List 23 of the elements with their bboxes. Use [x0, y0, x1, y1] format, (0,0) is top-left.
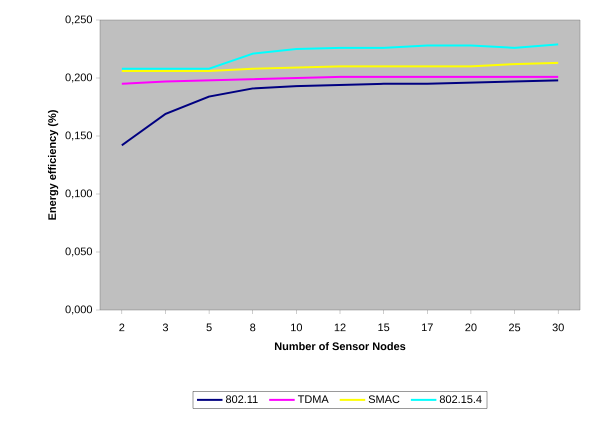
x-tick-label: 25 — [509, 324, 520, 332]
x-tick-label: 2 — [119, 324, 124, 332]
y-tick-label: 0,000 — [65, 305, 92, 315]
legend-label: TDMA — [298, 395, 329, 403]
x-tick-label: 8 — [250, 324, 256, 332]
y-tick-label: 0,150 — [65, 131, 92, 141]
x-tick-label: 30 — [552, 324, 564, 332]
x-tick-label: 15 — [378, 324, 390, 332]
x-axis-title: Number of Sensor Nodes — [274, 342, 406, 350]
y-axis-title: Energy efficiency (%) — [48, 110, 58, 220]
x-tick-label: 10 — [291, 324, 302, 332]
legend-label: SMAC — [368, 395, 400, 404]
x-tick-label: 12 — [334, 324, 346, 332]
y-tick-label: 0,050 — [65, 247, 92, 257]
x-tick-label: 17 — [422, 324, 433, 332]
legend-label: 802.15.4 — [440, 395, 482, 404]
y-tick-label: 0,250 — [65, 15, 92, 25]
legend-label: 802.11 — [226, 395, 258, 404]
x-tick-label: 5 — [206, 324, 212, 332]
y-tick-label: 0,200 — [65, 73, 92, 83]
x-tick-label: 20 — [465, 324, 477, 332]
y-tick-label: 0,100 — [65, 189, 92, 199]
x-tick-label: 3 — [162, 324, 168, 332]
